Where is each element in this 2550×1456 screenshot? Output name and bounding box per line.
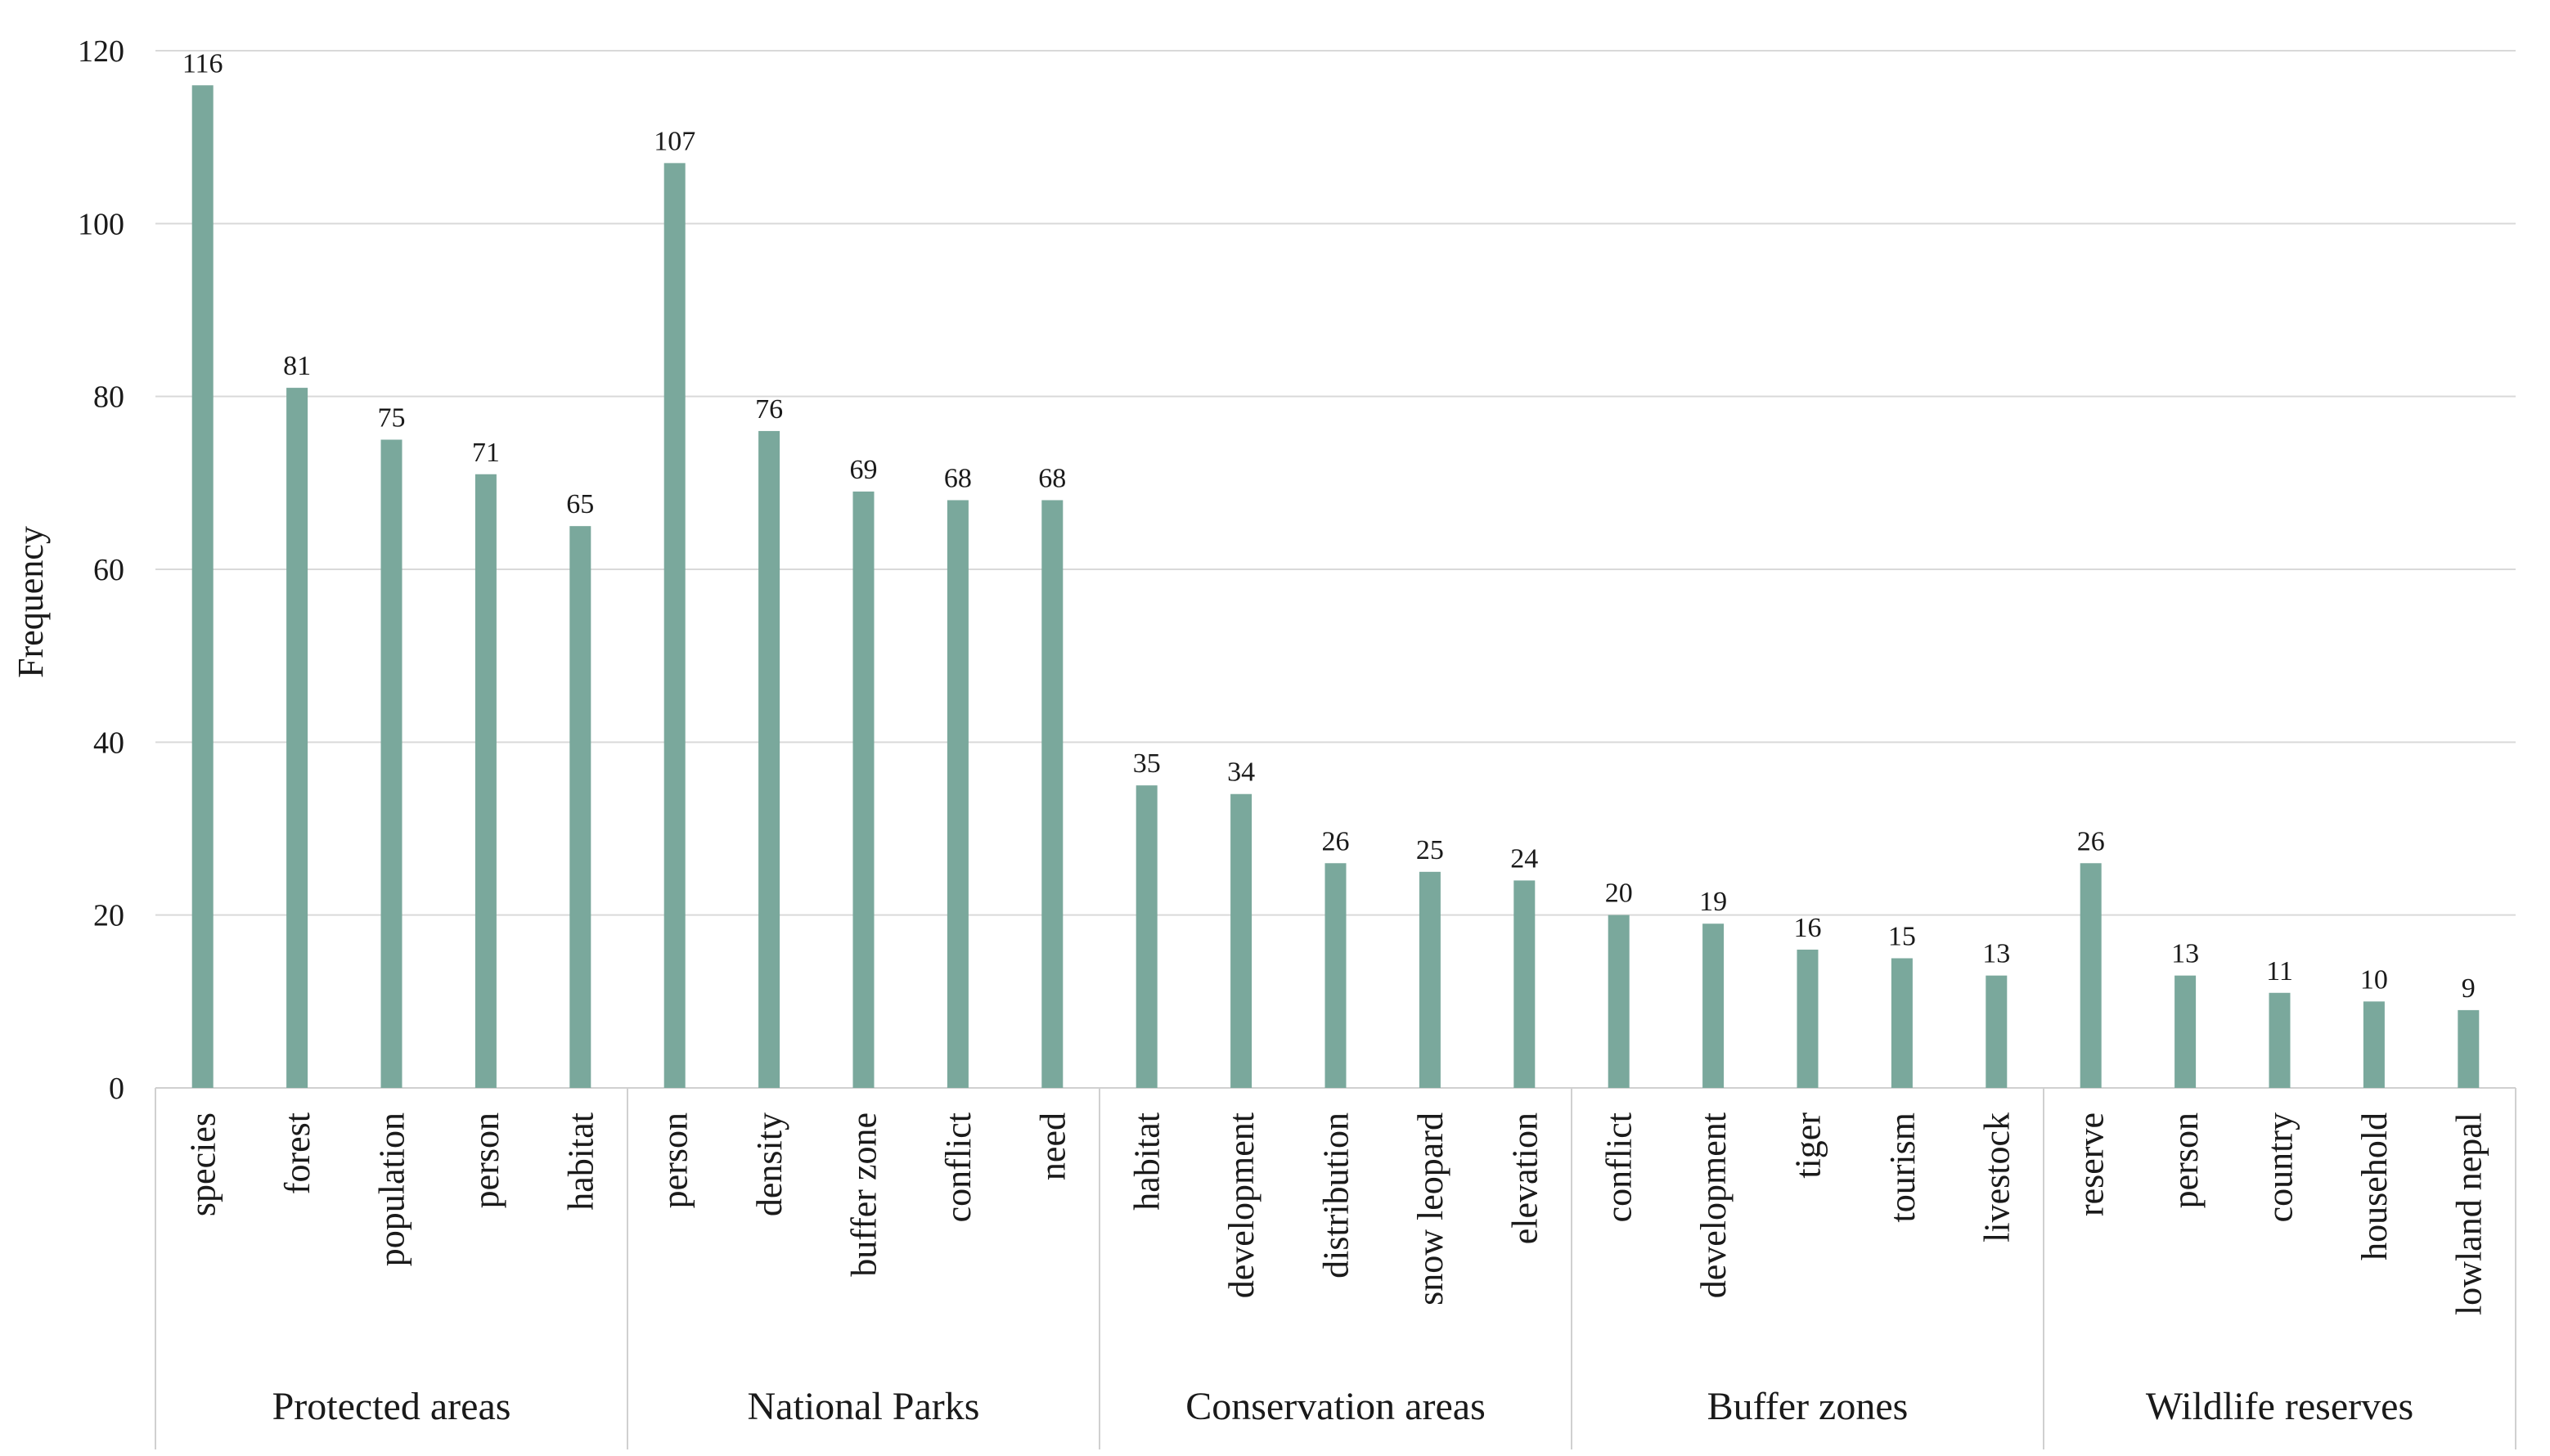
category-label: reserve bbox=[2071, 1112, 2112, 1216]
bar bbox=[1891, 958, 1913, 1088]
y-tick-label: 100 bbox=[78, 207, 124, 241]
bar bbox=[2269, 992, 2291, 1088]
bar bbox=[1797, 949, 1819, 1088]
category-label: species bbox=[183, 1112, 223, 1216]
data-label: 35 bbox=[1133, 748, 1161, 779]
category-label: distribution bbox=[1316, 1112, 1356, 1278]
group-label: Protected areas bbox=[272, 1385, 511, 1428]
data-label: 10 bbox=[2360, 964, 2388, 995]
data-label: 65 bbox=[566, 489, 594, 519]
bar bbox=[2080, 863, 2102, 1088]
group-label: Buffer zones bbox=[1707, 1385, 1909, 1428]
data-label: 24 bbox=[1510, 843, 1538, 874]
category-label: country bbox=[2260, 1112, 2300, 1222]
category-label: household bbox=[2354, 1112, 2395, 1261]
category-label: person bbox=[466, 1112, 506, 1208]
category-label: development bbox=[1221, 1112, 1262, 1298]
group-label: National Parks bbox=[748, 1385, 980, 1428]
category-label: density bbox=[749, 1112, 789, 1216]
bar bbox=[758, 430, 780, 1088]
y-tick-label: 120 bbox=[78, 34, 124, 69]
data-label: 76 bbox=[755, 394, 783, 425]
data-label: 15 bbox=[1888, 922, 1916, 952]
bar bbox=[852, 491, 875, 1088]
data-label: 116 bbox=[182, 48, 223, 79]
bar bbox=[1419, 871, 1441, 1088]
data-label: 75 bbox=[378, 403, 406, 434]
data-label: 25 bbox=[1416, 835, 1444, 865]
category-label: population bbox=[372, 1112, 412, 1266]
category-label: need bbox=[1032, 1112, 1073, 1180]
data-label: 13 bbox=[1982, 939, 2010, 969]
category-label: person bbox=[655, 1112, 695, 1208]
category-label: tourism bbox=[1882, 1112, 1923, 1222]
category-label: development bbox=[1693, 1112, 1734, 1298]
bar bbox=[1041, 500, 1064, 1088]
y-tick-label: 60 bbox=[93, 553, 124, 587]
bar bbox=[474, 474, 497, 1088]
category-label: livestock bbox=[1977, 1112, 2017, 1243]
bar bbox=[2363, 1001, 2385, 1088]
category-label: buffer zone bbox=[844, 1112, 884, 1277]
y-axis-title: Frequency bbox=[11, 526, 51, 678]
data-label: 26 bbox=[1322, 826, 1350, 856]
data-label: 16 bbox=[1794, 913, 1822, 943]
bar bbox=[947, 500, 969, 1088]
y-tick-label: 0 bbox=[109, 1072, 124, 1106]
data-label: 68 bbox=[1038, 463, 1066, 493]
group-label: Conservation areas bbox=[1185, 1385, 1486, 1428]
bar bbox=[380, 439, 403, 1088]
category-label: tiger bbox=[1788, 1112, 1828, 1179]
y-tick-label: 20 bbox=[93, 899, 124, 933]
bar bbox=[1986, 975, 2008, 1088]
category-label: habitat bbox=[560, 1112, 600, 1211]
bars bbox=[191, 85, 2480, 1089]
grid bbox=[155, 50, 2516, 916]
bar bbox=[663, 163, 686, 1088]
bar bbox=[1608, 914, 1630, 1088]
data-label: 9 bbox=[2462, 973, 2476, 1004]
bar bbox=[2174, 975, 2197, 1088]
group-label: Wildlife reserves bbox=[2146, 1385, 2413, 1428]
data-label: 11 bbox=[2266, 956, 2293, 986]
bar bbox=[2458, 1009, 2480, 1088]
data-label: 19 bbox=[1699, 887, 1727, 917]
bar bbox=[191, 85, 214, 1088]
data-label: 69 bbox=[850, 455, 878, 485]
bar bbox=[1230, 793, 1253, 1088]
category-label: person bbox=[2165, 1112, 2206, 1208]
bar bbox=[569, 526, 591, 1088]
data-label: 81 bbox=[283, 351, 311, 381]
bar bbox=[1513, 880, 1536, 1088]
data-label: 26 bbox=[2077, 826, 2105, 856]
data-label: 107 bbox=[654, 126, 695, 156]
y-tick-label: 40 bbox=[93, 726, 124, 760]
category-label: forest bbox=[277, 1112, 317, 1194]
data-label: 20 bbox=[1605, 879, 1633, 909]
category-label: conflict bbox=[1599, 1112, 1639, 1222]
category-label: lowland nepal bbox=[2449, 1112, 2489, 1315]
bar bbox=[286, 388, 308, 1089]
data-label: 13 bbox=[2171, 939, 2199, 969]
category-label: elevation bbox=[1504, 1112, 1545, 1244]
bar bbox=[1702, 923, 1725, 1088]
data-label: 68 bbox=[944, 463, 972, 493]
data-label: 71 bbox=[472, 438, 500, 468]
category-label: snow leopard bbox=[1410, 1112, 1450, 1305]
bar bbox=[1324, 863, 1347, 1088]
y-tick-label: 80 bbox=[93, 380, 124, 415]
data-label: 34 bbox=[1227, 757, 1255, 788]
category-label: habitat bbox=[1127, 1112, 1167, 1211]
bar bbox=[1136, 785, 1158, 1088]
category-label: conflict bbox=[938, 1112, 978, 1222]
labels: 0 20 40 60 80 100 120 Frequency 116 species 81 fore… bbox=[11, 34, 2489, 1428]
